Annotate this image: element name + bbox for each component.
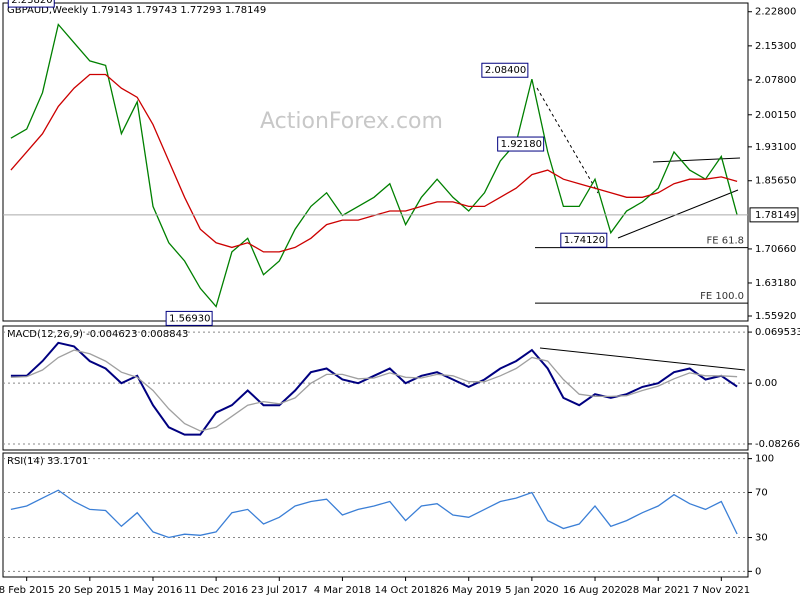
- level-label: FE 61.8: [706, 236, 744, 247]
- annotation-label: 1.74120: [564, 235, 605, 246]
- annotation-box: [560, 232, 608, 248]
- y-tick-label: 1.55920: [755, 311, 796, 322]
- x-tick-label: 14 Oct 2018: [375, 585, 437, 596]
- y-tick-label: 100: [755, 454, 774, 465]
- macd-title: MACD(12,26,9) -0.004623 0.008843: [7, 329, 188, 340]
- annotation-label: 2.23820: [11, 0, 52, 6]
- level-label: FE 100.0: [700, 291, 744, 302]
- annotation-box: [7, 0, 55, 8]
- y-tick-label: 1.85650: [755, 176, 796, 187]
- y-tick-label: 0.00: [755, 378, 777, 389]
- rsi-panel: [2, 452, 749, 578]
- x-tick-label: 20 Sep 2015: [58, 585, 121, 596]
- trend-line: [536, 87, 599, 194]
- annotation-box: [497, 136, 545, 152]
- annotation-label: 1.92180: [501, 139, 542, 150]
- price-panel: [2, 2, 749, 322]
- y-tick-label: 70: [755, 487, 768, 498]
- y-tick-label: 1.63180: [755, 278, 796, 289]
- annotation-box: [165, 310, 213, 326]
- annotation-box: [481, 62, 529, 78]
- last-price-label: 1.78149: [755, 210, 796, 221]
- x-tick-label: 4 Mar 2018: [314, 585, 371, 596]
- y-tick-label: 2.15300: [755, 41, 796, 52]
- watermark: ActionForex.com: [260, 109, 443, 134]
- x-tick-label: 11 Dec 2016: [184, 585, 248, 596]
- y-tick-label: 1.93100: [755, 142, 796, 153]
- last-price-box: [749, 207, 799, 223]
- y-tick-label: 2.22800: [755, 7, 796, 18]
- x-tick-label: 8 Feb 2015: [0, 585, 55, 596]
- trend-line: [617, 189, 739, 239]
- y-tick-label: 2.00150: [755, 110, 796, 121]
- x-tick-label: 16 Aug 2020: [563, 585, 627, 596]
- y-tick-label: 2.07800: [755, 75, 796, 86]
- x-tick-label: 26 May 2019: [436, 585, 501, 596]
- y-tick-label: 0: [755, 566, 761, 577]
- series-line: [10, 349, 738, 432]
- y-tick-label: 1.70660: [755, 244, 796, 255]
- y-tick-label: 0.069533: [755, 327, 800, 338]
- annotation-label: 1.56930: [169, 313, 210, 324]
- x-tick-label: 1 May 2016: [124, 585, 183, 596]
- macd-panel: [2, 325, 749, 451]
- trend-line: [539, 347, 746, 371]
- trend-line: [652, 157, 741, 163]
- series-line: [10, 23, 738, 308]
- x-tick-label: 7 Nov 2021: [692, 585, 750, 596]
- chart-title: GBPAUD,Weekly 1.79143 1.79743 1.77293 1.…: [7, 5, 266, 16]
- x-tick-label: 5 Jan 2020: [505, 585, 559, 596]
- series-line: [10, 489, 738, 539]
- rsi-title: RSI(14) 33.1701: [7, 456, 88, 467]
- annotation-label: 2.08400: [485, 65, 526, 76]
- series-line: [10, 73, 738, 253]
- x-tick-label: 28 Mar 2021: [626, 585, 689, 596]
- x-tick-label: 23 Jul 2017: [251, 585, 308, 596]
- y-tick-label: 30: [755, 533, 768, 544]
